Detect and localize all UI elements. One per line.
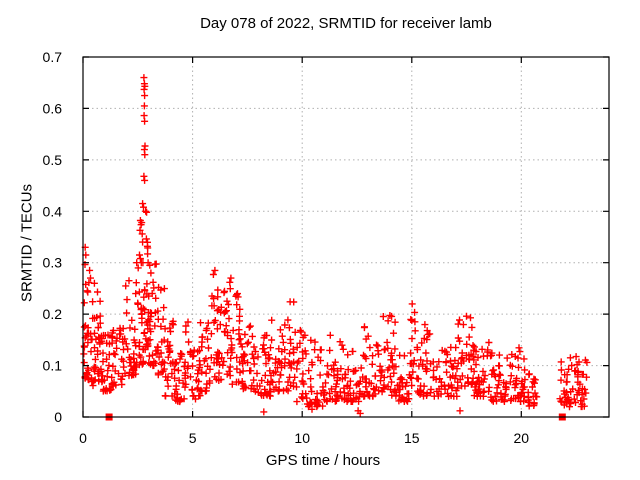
chart-title: Day 078 of 2022, SRMTID for receiver lam… [200, 15, 492, 32]
svg-text:0.2: 0.2 [43, 306, 63, 322]
svg-text:0: 0 [79, 430, 87, 446]
grid-lines [83, 57, 609, 417]
svg-text:0.5: 0.5 [43, 152, 63, 168]
svg-text:0.4: 0.4 [43, 203, 63, 219]
y-tick-labels: 0 0.1 0.2 0.3 0.4 0.5 0.6 0.7 [43, 49, 63, 425]
svg-text:15: 15 [404, 430, 420, 446]
svg-text:0: 0 [54, 409, 62, 425]
svg-text:0.7: 0.7 [43, 49, 63, 65]
axes-frame [82, 56, 610, 418]
svg-text:0.3: 0.3 [43, 255, 63, 271]
y-axis-label: SRMTID / TECUs [18, 183, 36, 303]
svg-text:20: 20 [514, 430, 530, 446]
svg-text:0.1: 0.1 [43, 358, 63, 374]
x-axis-label: GPS time / hours [265, 452, 381, 469]
svg-text:10: 10 [294, 430, 310, 446]
data-points [80, 74, 591, 417]
svg-text:5: 5 [189, 430, 197, 446]
x-tick-labels: 0 5 10 15 20 [79, 430, 529, 446]
svg-text:0.6: 0.6 [43, 100, 63, 116]
